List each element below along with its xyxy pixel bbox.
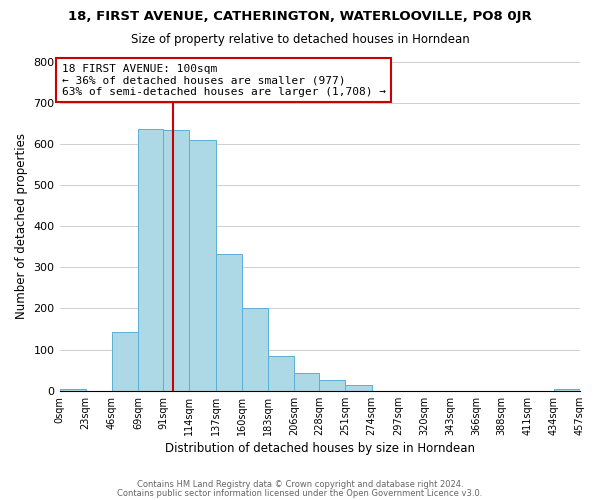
Bar: [319, 380, 346, 391]
Bar: [59, 389, 86, 391]
Bar: [215, 254, 242, 391]
Y-axis label: Number of detached properties: Number of detached properties: [15, 133, 28, 319]
Text: Contains public sector information licensed under the Open Government Licence v3: Contains public sector information licen…: [118, 488, 482, 498]
Text: Size of property relative to detached houses in Horndean: Size of property relative to detached ho…: [131, 32, 469, 46]
Bar: [346, 386, 371, 391]
Bar: [190, 140, 215, 391]
Bar: [242, 308, 268, 391]
X-axis label: Distribution of detached houses by size in Horndean: Distribution of detached houses by size …: [165, 442, 475, 455]
Bar: [138, 130, 163, 391]
Bar: [163, 130, 190, 391]
Text: 18 FIRST AVENUE: 100sqm
← 36% of detached houses are smaller (977)
63% of semi-d: 18 FIRST AVENUE: 100sqm ← 36% of detache…: [62, 64, 386, 97]
Bar: [112, 332, 138, 391]
Bar: [268, 356, 294, 391]
Text: Contains HM Land Registry data © Crown copyright and database right 2024.: Contains HM Land Registry data © Crown c…: [137, 480, 463, 489]
Bar: [554, 389, 580, 391]
Text: 18, FIRST AVENUE, CATHERINGTON, WATERLOOVILLE, PO8 0JR: 18, FIRST AVENUE, CATHERINGTON, WATERLOO…: [68, 10, 532, 23]
Bar: [294, 373, 319, 391]
